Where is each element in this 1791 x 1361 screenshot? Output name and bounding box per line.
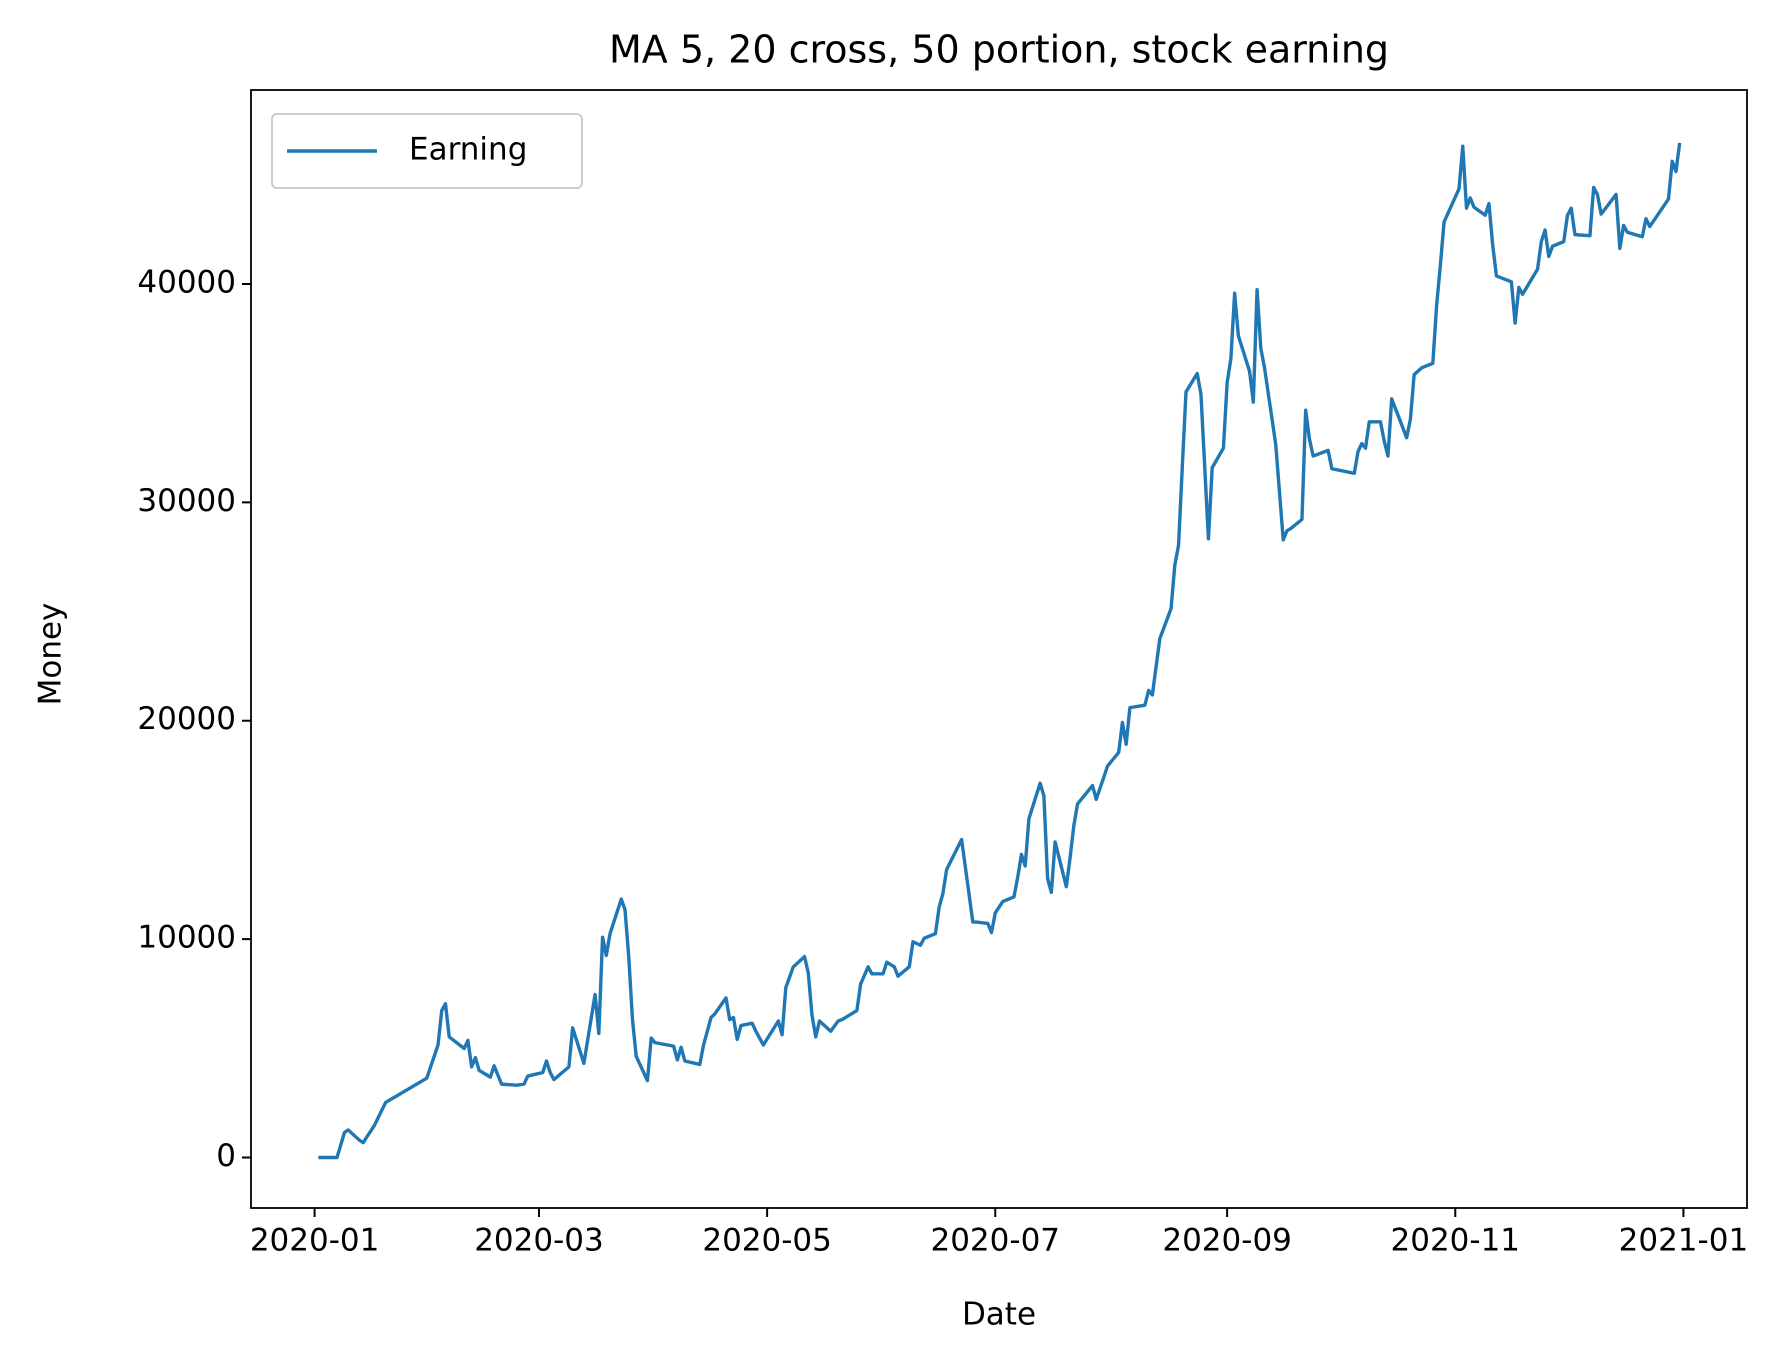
x-tick-label: 2020-07: [930, 1223, 1060, 1259]
x-axis-label: Date: [962, 1297, 1036, 1333]
legend-box: [271, 113, 583, 189]
y-tick-label: 10000: [137, 920, 236, 956]
y-axis-label: Money: [33, 603, 69, 706]
x-tick-label: 2020-03: [474, 1223, 604, 1259]
y-tick-label: 20000: [137, 701, 236, 737]
x-tick-label: 2020-09: [1162, 1223, 1292, 1259]
y-tick-label: 0: [216, 1138, 236, 1174]
x-tick-label: 2021-01: [1619, 1223, 1749, 1259]
legend-label: Earning: [409, 132, 527, 168]
y-tick-label: 40000: [137, 264, 236, 300]
x-tick-label: 2020-05: [702, 1223, 832, 1259]
x-tick-label: 2020-11: [1391, 1223, 1521, 1259]
y-tick-label: 30000: [137, 483, 236, 519]
x-tick-label: 2020-01: [250, 1223, 380, 1259]
chart-title: MA 5, 20 cross, 50 portion, stock earnin…: [609, 28, 1389, 72]
axes-frame: [250, 89, 1748, 1209]
line-series: [318, 142, 1682, 1160]
